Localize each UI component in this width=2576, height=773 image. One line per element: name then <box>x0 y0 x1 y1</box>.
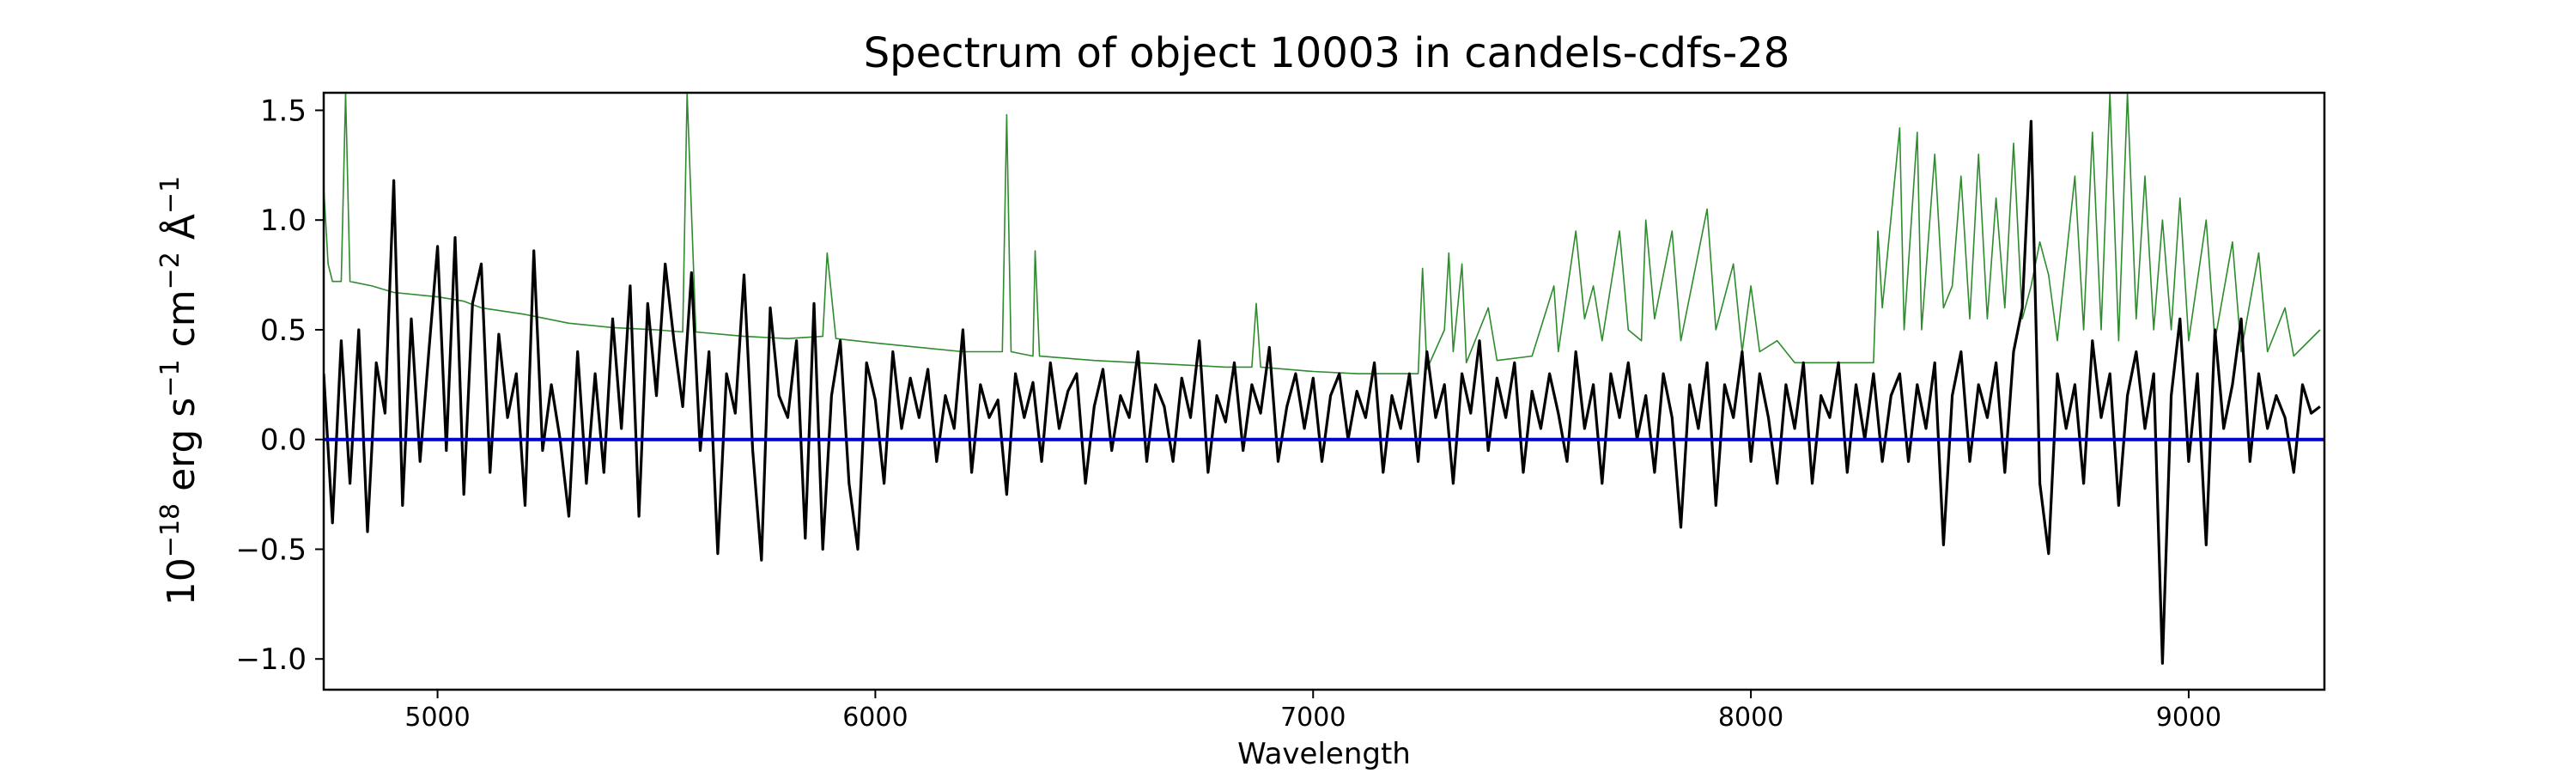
x-tick-label: 8000 <box>1718 703 1783 733</box>
y-tick-label: 1.5 <box>260 94 307 128</box>
noise-series-line <box>324 93 2321 374</box>
x-tick-label: 7000 <box>1280 703 1346 733</box>
y-tick-label: 0.0 <box>260 423 307 458</box>
flux-series-line <box>324 119 2321 665</box>
plot-content <box>324 93 2324 665</box>
y-tick-label: 1.0 <box>260 204 307 238</box>
y-tick-label: −0.5 <box>235 533 307 567</box>
x-tick-label: 9000 <box>2156 703 2221 733</box>
y-axis-ticks: −1.0 −0.5 0.0 0.5 1.0 1.5 <box>235 94 324 677</box>
x-tick-label: 5000 <box>404 703 470 733</box>
x-axis-label: Wavelength <box>1237 737 1411 771</box>
x-tick-label: 6000 <box>842 703 908 733</box>
y-tick-label: 0.5 <box>260 313 307 348</box>
plot-frame <box>322 91 2326 691</box>
chart-title: Spectrum of object 10003 in candels-cdfs… <box>864 29 1790 77</box>
y-axis-label: 10−18 erg s−1 cm−2 Å−1 <box>155 176 204 606</box>
y-tick-label: −1.0 <box>235 642 307 677</box>
x-axis-ticks: 5000 6000 7000 8000 9000 <box>404 690 2221 733</box>
